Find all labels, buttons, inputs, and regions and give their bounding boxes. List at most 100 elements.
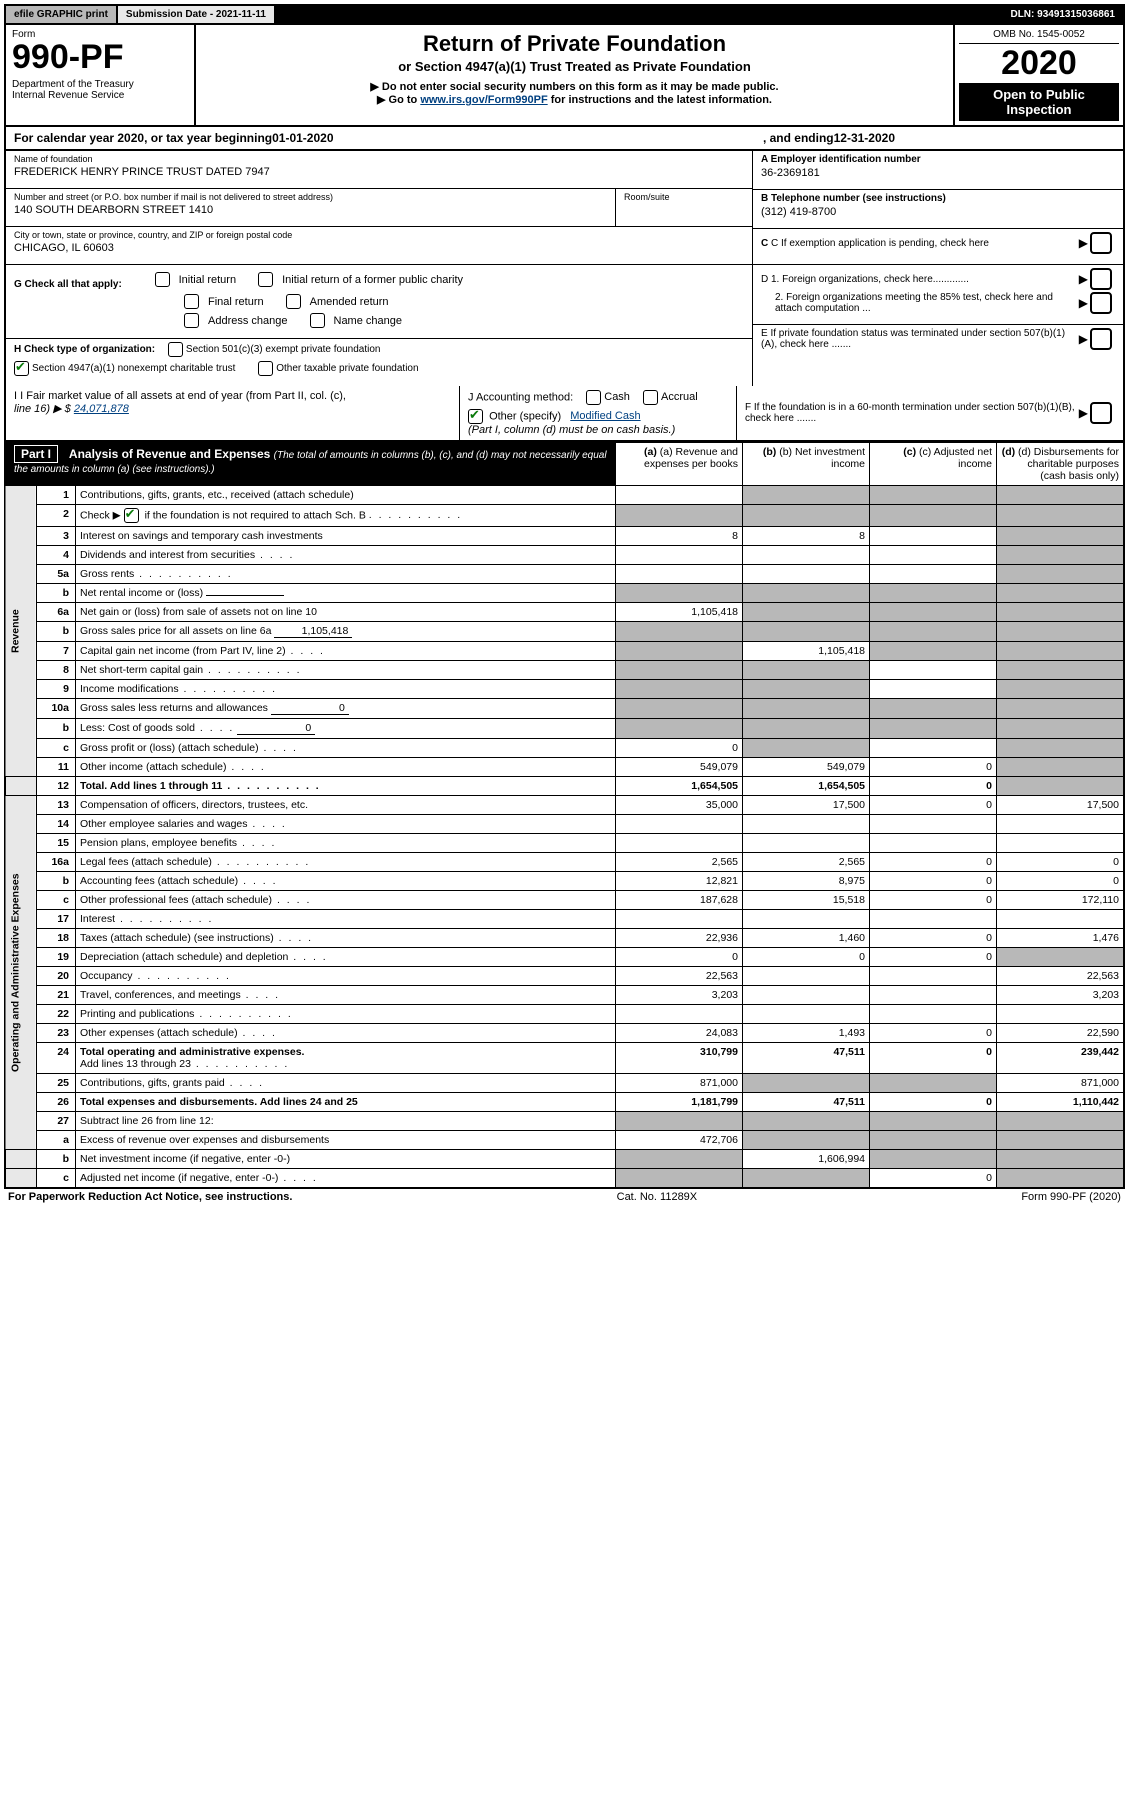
- h-other-taxable: Other taxable private foundation: [276, 363, 418, 374]
- row19-b: 0: [743, 948, 870, 967]
- row16c-c: 0: [870, 891, 997, 910]
- checkbox-e-terminated[interactable]: [1090, 328, 1112, 350]
- h-label: H Check type of organization:: [14, 344, 155, 355]
- calendar-year-row: For calendar year 2020, or tax year begi…: [4, 127, 1125, 151]
- row10b-num: b: [37, 719, 76, 739]
- row4-desc: Dividends and interest from securities: [80, 549, 255, 561]
- dln-label: DLN: 93491315036861: [1002, 6, 1123, 23]
- checkbox-amended[interactable]: [286, 294, 301, 309]
- checkbox-d1-foreign[interactable]: [1090, 268, 1112, 290]
- row10c-num: c: [37, 739, 76, 758]
- row4-num: 4: [37, 546, 76, 565]
- section-i: I I Fair market value of all assets at e…: [6, 386, 460, 440]
- checkbox-c-pending[interactable]: [1090, 232, 1112, 254]
- arrow-icon: ▶: [1079, 296, 1088, 310]
- checkbox-address-change[interactable]: [184, 313, 199, 328]
- row27c-c: 0: [870, 1169, 997, 1189]
- g-final-return: Final return: [208, 296, 264, 308]
- checkbox-accrual[interactable]: [643, 390, 658, 405]
- checkbox-4947a1[interactable]: [14, 361, 29, 376]
- row13-b: 17,500: [743, 796, 870, 815]
- row20-desc: Occupancy: [80, 970, 133, 982]
- irs-link[interactable]: www.irs.gov/Form990PF: [420, 94, 547, 106]
- row9-desc: Income modifications: [80, 683, 179, 695]
- checkbox-initial-public[interactable]: [258, 272, 273, 287]
- checkbox-sch-b[interactable]: [124, 508, 139, 523]
- checkbox-other-method[interactable]: [468, 409, 483, 424]
- row13-d: 17,500: [997, 796, 1125, 815]
- irs-label: Internal Revenue Service: [12, 90, 188, 101]
- row27a-num: a: [37, 1131, 76, 1150]
- row2-pre: Check ▶: [80, 509, 124, 521]
- row5a-num: 5a: [37, 565, 76, 584]
- fmv-value[interactable]: 24,071,878: [74, 403, 129, 415]
- row1-num: 1: [37, 486, 76, 505]
- row9-num: 9: [37, 680, 76, 699]
- j-label: J Accounting method:: [468, 391, 573, 403]
- g-initial-public: Initial return of a former public charit…: [282, 274, 463, 286]
- row27-num: 27: [37, 1112, 76, 1131]
- d2-text: 2. Foreign organizations meeting the 85%…: [761, 292, 1077, 314]
- row24-desc: Total operating and administrative expen…: [80, 1046, 611, 1058]
- row6b-desc: Gross sales price for all assets on line…: [80, 625, 271, 637]
- row13-num: 13: [37, 796, 76, 815]
- row6b-num: b: [37, 622, 76, 642]
- h-4947a1: Section 4947(a)(1) nonexempt charitable …: [32, 363, 235, 374]
- note-ssn: ▶ Do not enter social security numbers o…: [206, 80, 943, 93]
- row12-c: 0: [870, 777, 997, 796]
- tel-heading: B Telephone number (see instructions): [761, 193, 1115, 204]
- checkbox-d2-85pct[interactable]: [1090, 292, 1112, 314]
- checkbox-other-taxable[interactable]: [258, 361, 273, 376]
- i-label: I Fair market value of all assets at end…: [20, 390, 346, 402]
- revenue-side-label: Revenue: [5, 486, 37, 777]
- row1-desc: Contributions, gifts, grants, etc., rece…: [76, 486, 616, 505]
- f-text: F If the foundation is in a 60-month ter…: [745, 402, 1077, 424]
- note-goto-post: for instructions and the latest informat…: [548, 94, 772, 106]
- row18-d: 1,476: [997, 929, 1125, 948]
- header-right: OMB No. 1545-0052 2020 Open to Public In…: [953, 25, 1123, 125]
- checkbox-final-return[interactable]: [184, 294, 199, 309]
- form-number: 990-PF: [12, 38, 188, 77]
- row16b-c: 0: [870, 872, 997, 891]
- row5a-desc: Gross rents: [80, 568, 134, 580]
- row24-d: 239,442: [997, 1043, 1125, 1074]
- checkbox-name-change[interactable]: [310, 313, 325, 328]
- row27a-desc: Excess of revenue over expenses and disb…: [76, 1131, 616, 1150]
- row26-num: 26: [37, 1093, 76, 1112]
- row19-c: 0: [870, 948, 997, 967]
- city-state-zip: CHICAGO, IL 60603: [14, 242, 744, 254]
- row23-a: 24,083: [616, 1024, 743, 1043]
- topbar-spacer: [276, 12, 1002, 18]
- checkbox-cash[interactable]: [586, 390, 601, 405]
- checkbox-501c3[interactable]: [168, 342, 183, 357]
- row5b-num: b: [37, 584, 76, 603]
- row18-a: 22,936: [616, 929, 743, 948]
- row19-a: 0: [616, 948, 743, 967]
- g-initial-return: Initial return: [179, 274, 236, 286]
- g-name-change: Name change: [334, 315, 403, 327]
- row13-a: 35,000: [616, 796, 743, 815]
- ijf-block: I I Fair market value of all assets at e…: [4, 386, 1125, 442]
- row18-c: 0: [870, 929, 997, 948]
- row26-desc: Total expenses and disbursements. Add li…: [76, 1093, 616, 1112]
- row16c-a: 187,628: [616, 891, 743, 910]
- row16b-num: b: [37, 872, 76, 891]
- checkbox-f-60month[interactable]: [1090, 402, 1112, 424]
- form-header: Form 990-PF Department of the Treasury I…: [4, 25, 1125, 127]
- j-cash: Cash: [604, 391, 630, 403]
- row18-desc: Taxes (attach schedule) (see instruction…: [80, 932, 274, 944]
- row21-num: 21: [37, 986, 76, 1005]
- arrow-icon: ▶: [1079, 332, 1088, 346]
- addr-label: Number and street (or P.O. box number if…: [14, 192, 607, 202]
- row10a-desc: Gross sales less returns and allowances: [80, 702, 268, 714]
- row16a-c: 0: [870, 853, 997, 872]
- part1-badge: Part I: [14, 445, 58, 463]
- checkbox-initial-return[interactable]: [155, 272, 170, 287]
- row5b-desc: Net rental income or (loss): [80, 587, 203, 599]
- submission-date: Submission Date - 2021-11-11: [118, 6, 276, 23]
- row2-post: if the foundation is not required to att…: [145, 509, 366, 521]
- row11-desc: Other income (attach schedule): [80, 761, 227, 773]
- part1-heading: Analysis of Revenue and Expenses: [69, 447, 270, 461]
- row18-b: 1,460: [743, 929, 870, 948]
- row16c-b: 15,518: [743, 891, 870, 910]
